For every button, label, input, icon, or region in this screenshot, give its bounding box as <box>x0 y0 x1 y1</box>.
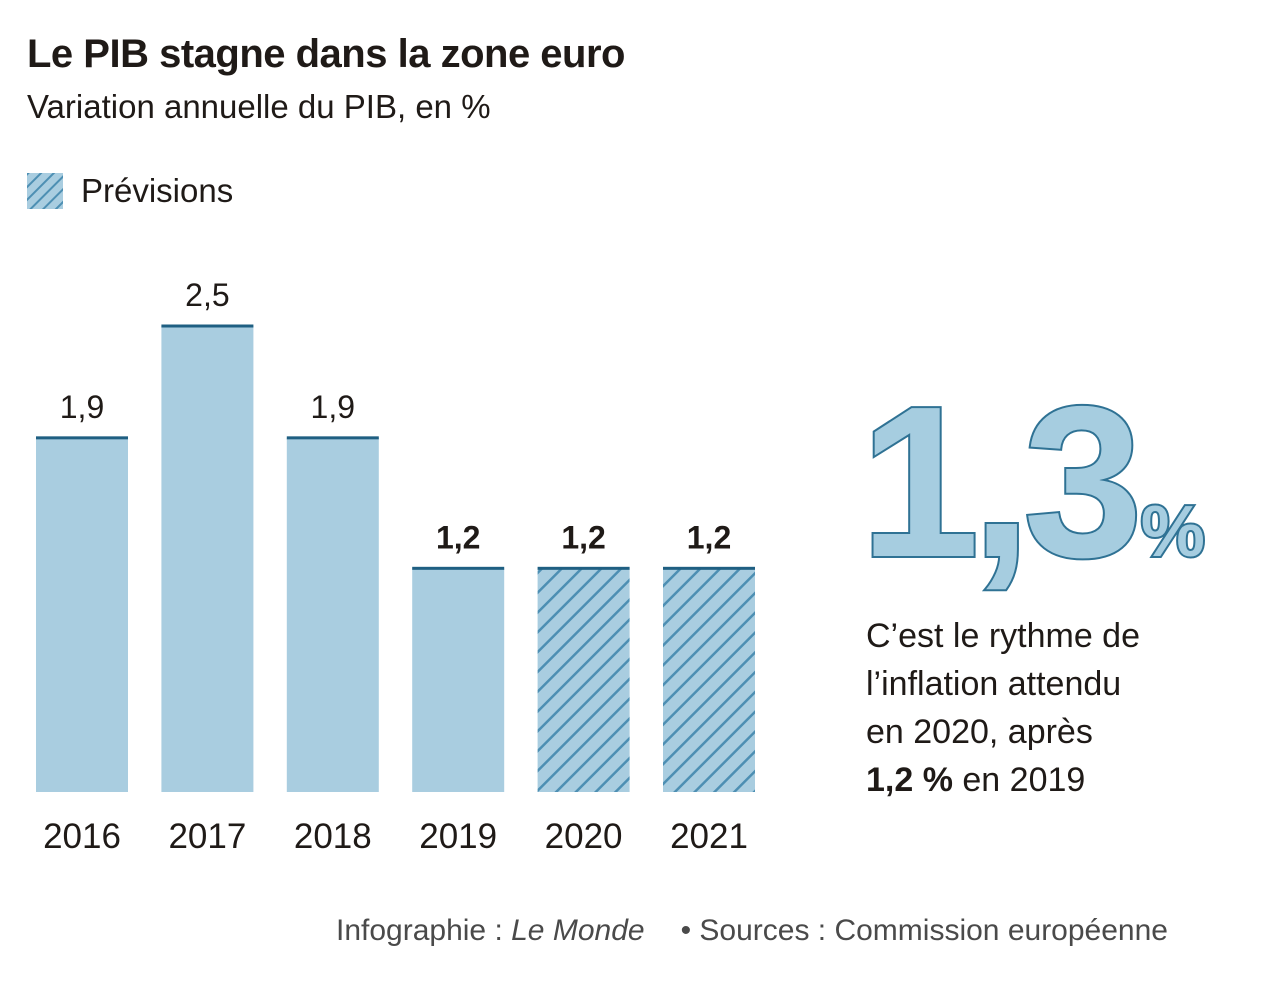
x-tick-2016: 2016 <box>43 817 121 856</box>
footer-credits: Infographie : Le Monde • Sources : Commis… <box>336 914 1168 948</box>
annotation-line-4: 1,2 % en 2019 <box>866 756 1266 804</box>
highlight-annotation: C’est le rythme de l’inflation attendu e… <box>866 612 1266 804</box>
bar-top-line-2020 <box>537 566 630 570</box>
bar-top-line-2021 <box>663 566 755 570</box>
annotation-line-2: l’inflation attendu <box>866 665 1122 703</box>
annotation-line-3: en 2020, après <box>866 713 1093 751</box>
highlight-figure: 1,3% <box>858 378 1207 604</box>
legend: Prévisions <box>27 170 233 212</box>
chart-title: Le PIB stagne dans la zone euro <box>27 32 625 76</box>
credit-prefix: Infographie : <box>336 914 512 947</box>
x-tick-2021: 2021 <box>670 817 748 856</box>
bar-top-line-2017 <box>161 324 254 328</box>
bar-top-line-2019 <box>412 566 505 570</box>
chart-subtitle: Variation annuelle du PIB, en % <box>27 88 491 125</box>
bar-chart: 1,9 2016 2,5 2017 1,9 2018 1,2 2019 1,2 2020 1,2 20… <box>36 277 755 856</box>
value-label-2020: 1,2 <box>561 519 605 555</box>
value-label-2018: 1,9 <box>311 389 355 425</box>
x-tick-2017: 2017 <box>168 817 246 856</box>
highlight-number: 1,3% <box>860 378 1205 602</box>
x-tick-2018: 2018 <box>294 817 372 856</box>
bar-2021 <box>663 568 755 792</box>
legend-label: Prévisions <box>81 172 234 209</box>
legend-swatch-forecast <box>27 173 63 209</box>
annotation-line-4-rest: en 2019 <box>952 761 1086 799</box>
bar-2019 <box>412 568 505 792</box>
value-label-2016: 1,9 <box>60 389 104 425</box>
bar-2017 <box>161 326 254 792</box>
bar-2018 <box>286 437 379 792</box>
bar-2016 <box>36 437 128 792</box>
annotation-line-1: C’est le rythme de <box>866 617 1140 655</box>
bar-2020 <box>537 568 630 792</box>
value-label-2021: 1,2 <box>687 519 731 555</box>
annotation-bold-value: 1,2 % <box>866 761 953 799</box>
x-tick-2019: 2019 <box>419 817 497 856</box>
credit-brand: Le Monde <box>511 914 645 947</box>
value-label-2017: 2,5 <box>185 277 229 313</box>
bar-top-line-2018 <box>286 436 379 440</box>
bar-top-line-2016 <box>36 436 128 440</box>
sources-text: • Sources : Commission européenne <box>680 914 1168 947</box>
value-label-2019: 1,2 <box>436 519 480 555</box>
x-tick-2020: 2020 <box>545 817 623 856</box>
bars-group: 1,9 2016 2,5 2017 1,9 2018 1,2 2019 1,2 2020 1,2 20… <box>36 277 755 856</box>
